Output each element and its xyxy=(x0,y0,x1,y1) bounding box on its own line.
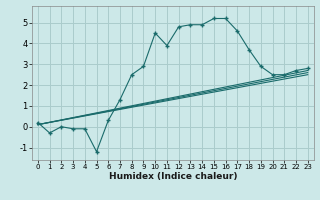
X-axis label: Humidex (Indice chaleur): Humidex (Indice chaleur) xyxy=(108,172,237,181)
